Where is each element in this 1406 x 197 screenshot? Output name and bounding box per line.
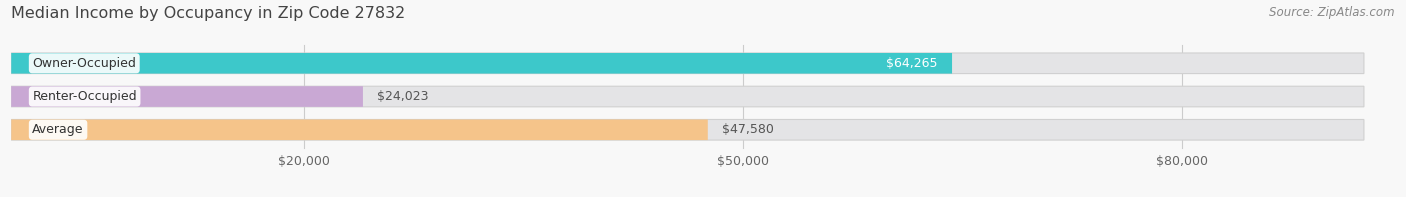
FancyBboxPatch shape — [11, 86, 1364, 107]
FancyBboxPatch shape — [11, 86, 363, 107]
FancyBboxPatch shape — [11, 119, 707, 140]
FancyBboxPatch shape — [11, 119, 1364, 140]
Text: $64,265: $64,265 — [887, 57, 938, 70]
FancyBboxPatch shape — [11, 53, 1364, 74]
Text: $47,580: $47,580 — [721, 123, 773, 136]
Text: Owner-Occupied: Owner-Occupied — [32, 57, 136, 70]
Text: Renter-Occupied: Renter-Occupied — [32, 90, 136, 103]
Text: $24,023: $24,023 — [377, 90, 429, 103]
FancyBboxPatch shape — [11, 53, 952, 74]
Text: Average: Average — [32, 123, 84, 136]
Text: Median Income by Occupancy in Zip Code 27832: Median Income by Occupancy in Zip Code 2… — [11, 6, 405, 21]
Text: Source: ZipAtlas.com: Source: ZipAtlas.com — [1270, 6, 1395, 19]
